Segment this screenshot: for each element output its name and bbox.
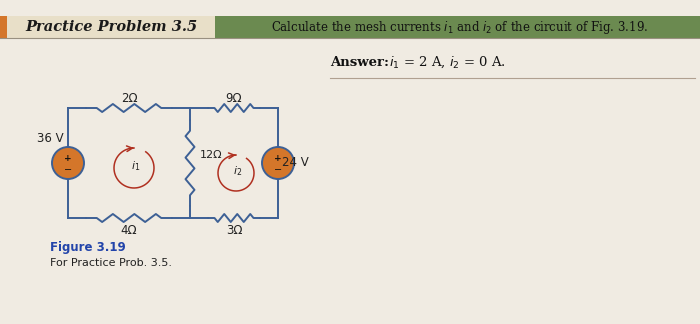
Text: +: + — [274, 154, 282, 163]
Text: −: − — [274, 165, 282, 175]
Bar — [0, 16, 700, 38]
Text: −: − — [64, 165, 72, 175]
Text: 4Ω: 4Ω — [120, 225, 137, 237]
Text: 9Ω: 9Ω — [225, 91, 242, 105]
Bar — [7, 16, 215, 38]
Text: $i_2$: $i_2$ — [233, 164, 243, 178]
Text: Practice Problem 3.5: Practice Problem 3.5 — [25, 20, 197, 34]
Text: Calculate the mesh currents $i_1$ and $i_2$ of the circuit of Fig. 3.19.: Calculate the mesh currents $i_1$ and $i… — [272, 18, 649, 36]
Text: $i_1$: $i_1$ — [132, 159, 141, 173]
Text: For Practice Prob. 3.5.: For Practice Prob. 3.5. — [50, 258, 172, 268]
Text: 24 V: 24 V — [282, 156, 309, 169]
Text: Answer:: Answer: — [330, 55, 389, 68]
Text: +: + — [64, 154, 72, 163]
Text: Figure 3.19: Figure 3.19 — [50, 241, 126, 254]
Text: 12Ω: 12Ω — [200, 150, 223, 160]
Text: 2Ω: 2Ω — [120, 91, 137, 105]
Text: 3Ω: 3Ω — [225, 225, 242, 237]
Text: $i_1$ = 2 A, $i_2$ = 0 A.: $i_1$ = 2 A, $i_2$ = 0 A. — [385, 54, 506, 70]
Circle shape — [262, 147, 294, 179]
Text: 36 V: 36 V — [37, 133, 64, 145]
Circle shape — [52, 147, 84, 179]
Bar — [0, 16, 7, 38]
